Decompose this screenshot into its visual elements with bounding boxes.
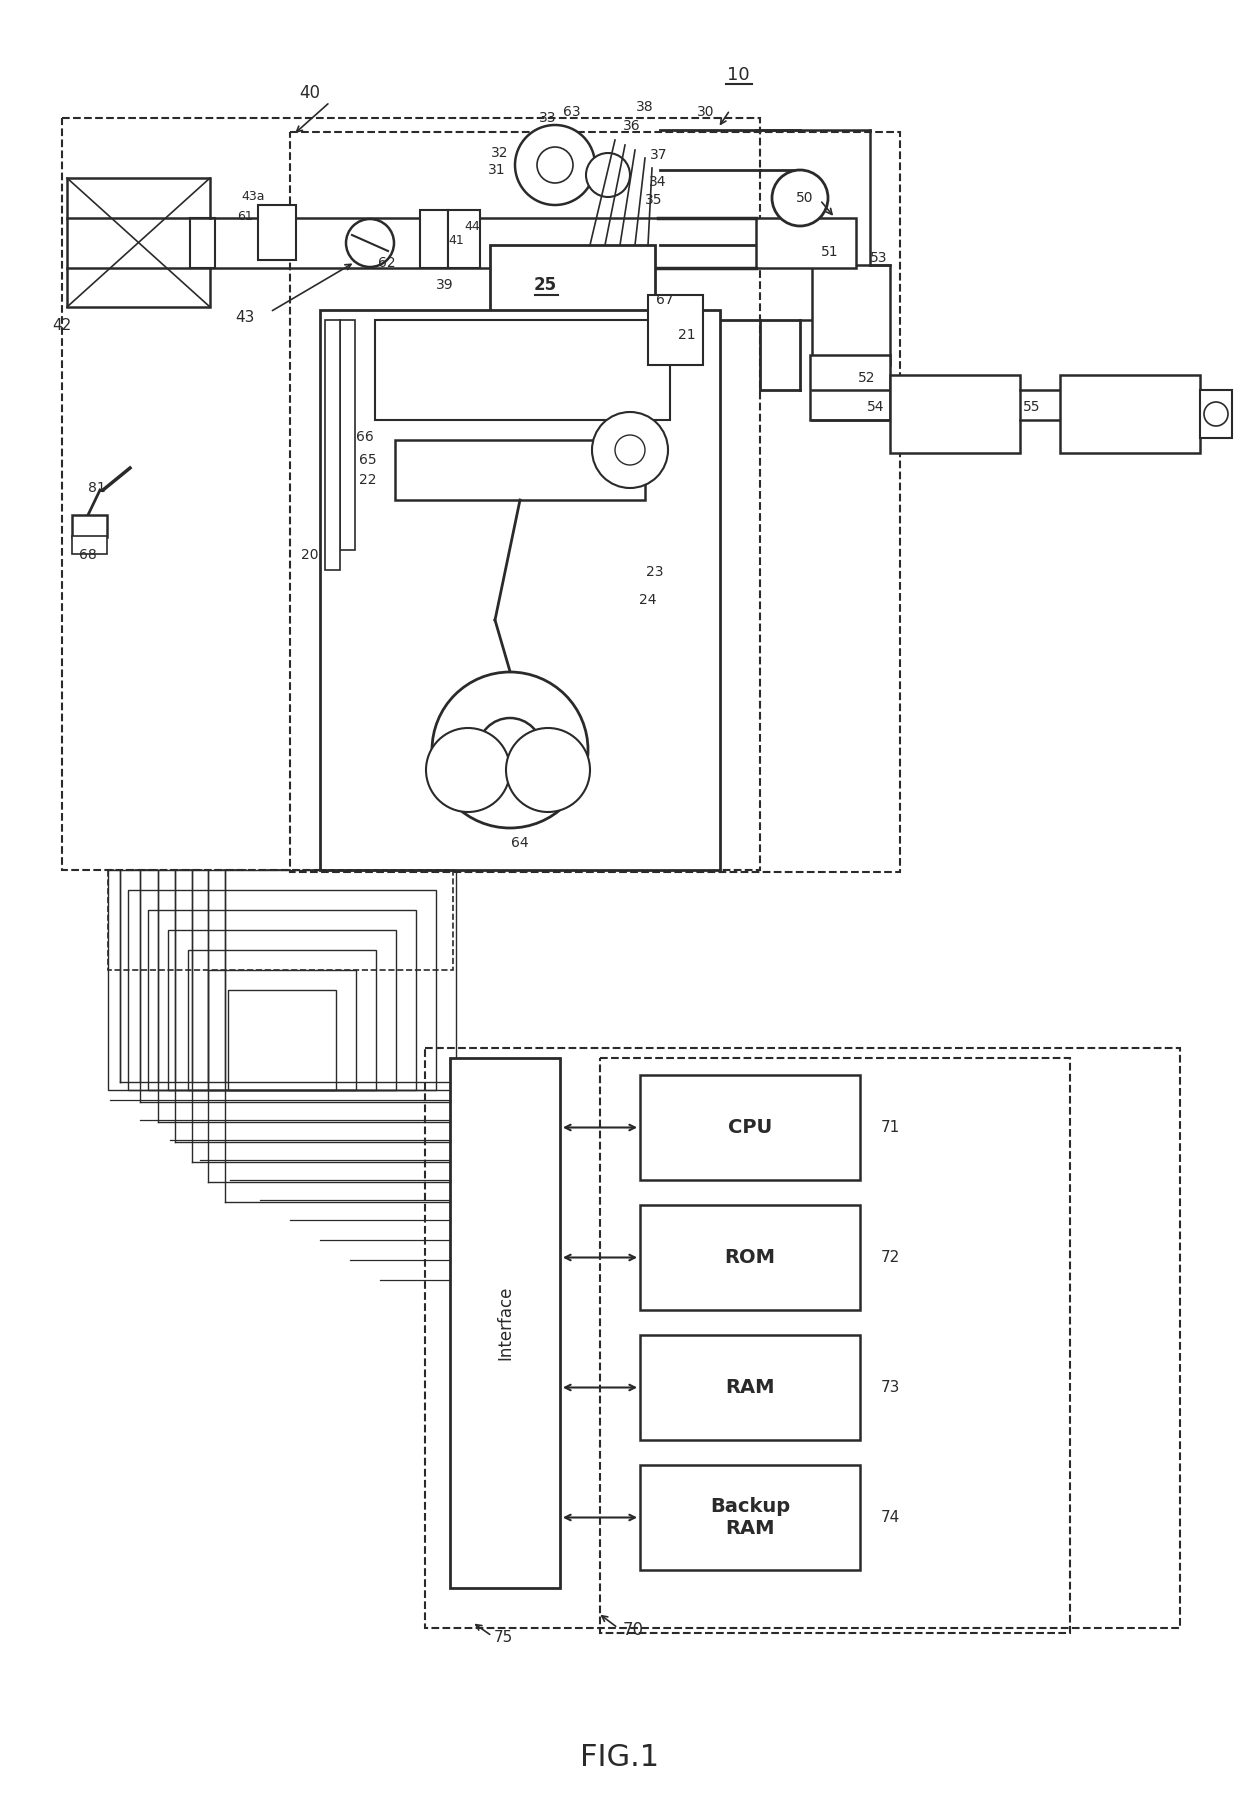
Text: 30: 30 <box>697 105 714 120</box>
Text: 75: 75 <box>494 1631 512 1645</box>
Bar <box>420 210 448 268</box>
Bar <box>320 310 720 870</box>
Bar <box>640 1464 861 1569</box>
Circle shape <box>506 728 590 812</box>
Bar <box>340 321 355 551</box>
Text: 63: 63 <box>563 105 580 120</box>
Circle shape <box>591 411 668 487</box>
Bar <box>640 1335 861 1441</box>
Text: Backup
RAM: Backup RAM <box>711 1497 790 1538</box>
Bar <box>490 245 655 324</box>
Circle shape <box>427 728 510 812</box>
Circle shape <box>587 152 630 198</box>
Bar <box>425 1047 1180 1627</box>
Bar <box>108 870 453 969</box>
Text: 23: 23 <box>646 565 663 580</box>
Bar <box>72 515 107 536</box>
Text: 67: 67 <box>656 294 673 306</box>
Text: 31: 31 <box>489 163 506 178</box>
Bar <box>258 205 296 259</box>
Text: 34: 34 <box>650 176 667 188</box>
Bar <box>448 210 480 268</box>
Text: 74: 74 <box>880 1509 900 1526</box>
Text: 68: 68 <box>79 547 97 562</box>
Bar <box>290 132 900 872</box>
Circle shape <box>1204 402 1228 426</box>
Text: 25: 25 <box>533 275 557 294</box>
Text: 20: 20 <box>301 547 319 562</box>
Bar <box>167 930 396 1091</box>
Text: Interface: Interface <box>496 1287 515 1361</box>
Text: 72: 72 <box>880 1250 900 1265</box>
Text: 44: 44 <box>464 221 480 234</box>
Text: 42: 42 <box>52 317 72 332</box>
Text: 81: 81 <box>88 480 105 495</box>
Bar <box>812 265 890 364</box>
Bar <box>640 1075 861 1180</box>
Text: 33: 33 <box>539 111 557 125</box>
Text: FIG.1: FIG.1 <box>580 1743 660 1772</box>
Bar <box>62 118 760 870</box>
Text: 54: 54 <box>867 400 884 413</box>
Circle shape <box>515 125 595 205</box>
Text: RAM: RAM <box>725 1377 775 1397</box>
Text: 21: 21 <box>678 328 696 342</box>
Text: 41: 41 <box>448 234 464 246</box>
Circle shape <box>537 147 573 183</box>
Bar <box>325 321 340 571</box>
Text: 62: 62 <box>378 255 396 270</box>
Text: 37: 37 <box>650 149 668 161</box>
Text: 70: 70 <box>622 1622 644 1640</box>
Bar <box>190 217 215 268</box>
Text: 10: 10 <box>727 65 749 83</box>
Bar <box>600 1058 1070 1633</box>
Text: 36: 36 <box>624 120 641 132</box>
Bar <box>890 375 1021 453</box>
Bar <box>108 870 456 1091</box>
Bar <box>128 890 436 1091</box>
Text: 65: 65 <box>360 453 377 467</box>
Text: 38: 38 <box>636 100 653 114</box>
Text: 52: 52 <box>858 371 875 384</box>
Text: 43a: 43a <box>242 190 265 203</box>
Bar <box>228 989 336 1091</box>
Text: 64: 64 <box>511 835 528 850</box>
Text: 40: 40 <box>300 83 320 101</box>
Text: 55: 55 <box>1023 400 1040 413</box>
Bar <box>756 217 856 268</box>
Text: 51: 51 <box>821 245 838 259</box>
Text: 73: 73 <box>880 1381 900 1395</box>
Bar <box>450 1058 560 1587</box>
Text: 61: 61 <box>237 210 253 223</box>
Circle shape <box>477 718 542 783</box>
Text: 35: 35 <box>645 194 662 207</box>
Circle shape <box>615 435 645 466</box>
Bar <box>1200 390 1233 439</box>
Bar <box>1060 375 1200 453</box>
Text: 50: 50 <box>796 190 813 205</box>
Text: ROM: ROM <box>724 1248 775 1267</box>
Bar <box>640 1205 861 1310</box>
Bar <box>374 321 670 420</box>
Text: 24: 24 <box>640 593 657 607</box>
Text: CPU: CPU <box>728 1118 773 1136</box>
Text: 66: 66 <box>356 429 374 444</box>
Bar <box>72 536 107 554</box>
Text: 22: 22 <box>360 473 377 487</box>
Bar <box>810 355 890 420</box>
Bar <box>649 295 703 364</box>
Bar <box>67 178 210 306</box>
Bar <box>208 969 356 1091</box>
Text: 71: 71 <box>880 1120 900 1134</box>
Circle shape <box>773 170 828 226</box>
Text: 32: 32 <box>491 147 508 159</box>
Text: 39: 39 <box>436 277 454 292</box>
Text: 43: 43 <box>236 310 254 326</box>
Bar <box>148 910 415 1091</box>
Text: 53: 53 <box>870 252 888 265</box>
Circle shape <box>346 219 394 266</box>
Bar <box>396 440 645 500</box>
Circle shape <box>432 672 588 828</box>
Bar <box>188 949 376 1091</box>
